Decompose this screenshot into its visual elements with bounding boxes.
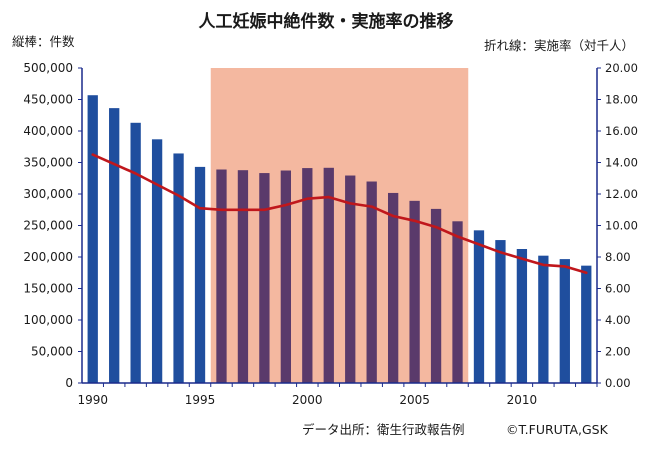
right-tick-label: 14.00	[605, 156, 638, 170]
right-tick-label: 16.00	[605, 124, 638, 138]
source-note: データ出所：衛生行政報告例	[302, 422, 465, 437]
line-series	[91, 153, 588, 275]
highlight-band-rect	[210, 68, 469, 383]
left-tick-label: 450,000	[23, 93, 73, 107]
bar-1990	[87, 95, 98, 383]
x-tick-label: 2000	[292, 393, 323, 407]
bar-1997	[237, 170, 249, 383]
x-tick-label: 2010	[507, 393, 538, 407]
right-tick-label: 6.00	[605, 282, 631, 296]
left-tick-label: 250,000	[23, 219, 73, 233]
left-tick-labels: 0 50,000 100,000 150,000 200,000 250,000 300,0…	[23, 61, 73, 390]
bar-2011	[538, 255, 549, 383]
right-tick-label: 18.00	[605, 93, 638, 107]
left-tick-label: 200,000	[23, 250, 73, 264]
bar-1993	[151, 139, 163, 383]
x-tick-label: 1990	[77, 393, 108, 407]
right-tick-label: 20.00	[605, 61, 638, 75]
left-tick-label: 400,000	[23, 124, 73, 138]
bar-2010	[516, 249, 528, 383]
bar-1996	[216, 169, 227, 383]
left-axis-label: 縦棒：件数	[12, 34, 75, 49]
bar-2008	[473, 230, 485, 383]
bar-1992	[130, 122, 141, 383]
bar-2009	[495, 240, 506, 383]
x-tick-label: 2005	[399, 393, 430, 407]
right-axis-label: 折れ線：実施率（対千人）	[484, 38, 634, 53]
copyright-note: ©T.FURUTA,GSK	[506, 422, 609, 437]
right-tick-label: 2.00	[605, 345, 631, 359]
bar-1999	[280, 170, 292, 383]
left-tick-label: 50,000	[31, 345, 73, 359]
bar-2013	[581, 265, 592, 383]
bar-2003	[366, 181, 377, 383]
bar-2000	[302, 168, 313, 383]
left-tick-label: 500,000	[23, 61, 73, 75]
rate-line	[91, 153, 588, 275]
bar-1998	[259, 173, 270, 383]
bar-1995	[194, 166, 206, 383]
bar-2002	[345, 175, 356, 383]
bar-2006	[430, 208, 442, 383]
x-tick-label: 1995	[185, 393, 216, 407]
chart-title: 人工妊娠中絶件数・実施率の推移	[199, 11, 454, 32]
bar-2005	[409, 200, 420, 383]
left-tick-label: 300,000	[23, 187, 73, 201]
right-tick-label: 4.00	[605, 313, 631, 327]
bar-2001	[323, 167, 334, 383]
right-tick-label: 12.00	[605, 187, 638, 201]
right-tick-label: 8.00	[605, 250, 631, 264]
bar-series	[87, 95, 592, 384]
right-tick-label: 10.00	[605, 219, 638, 233]
left-tick-label: 0	[65, 376, 73, 390]
bar-2004	[387, 192, 399, 383]
x-tick-labels: 1990 1995 2000 2005 2010	[77, 393, 537, 407]
highlight-band	[210, 68, 469, 383]
left-tick-label: 100,000	[23, 313, 73, 327]
bar-2007	[452, 221, 463, 383]
axes	[78, 67, 601, 387]
bar-1994	[173, 153, 184, 383]
bar-1991	[109, 108, 120, 384]
right-tick-label: 0.00	[605, 376, 631, 390]
left-tick-label: 350,000	[23, 156, 73, 170]
bar-2012	[559, 259, 570, 383]
right-tick-labels: 0.00 2.00 4.00 6.00 8.00 10.00 12.00 14.00 16.00…	[605, 61, 638, 390]
left-tick-label: 150,000	[23, 282, 73, 296]
